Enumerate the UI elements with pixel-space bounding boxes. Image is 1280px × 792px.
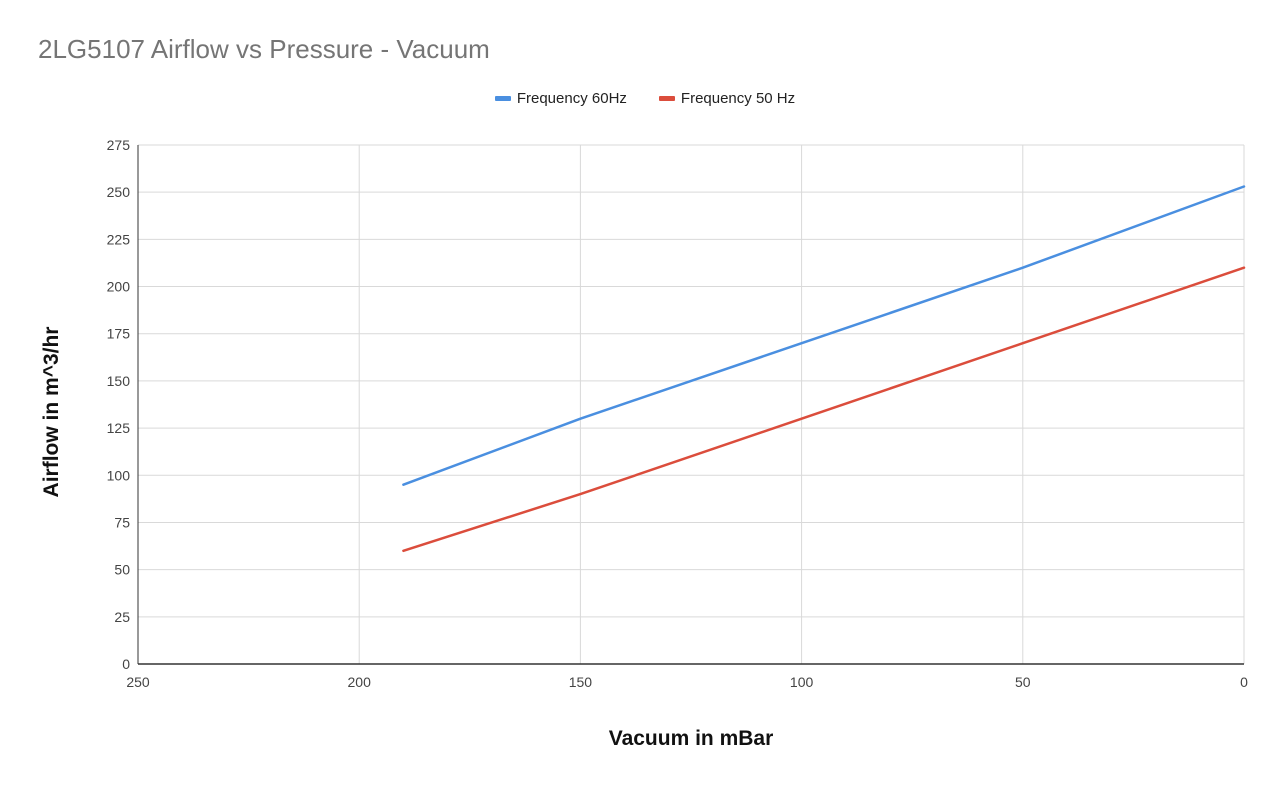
series-line-60hz [402, 185, 1246, 486]
x-tick-label: 250 [126, 674, 150, 690]
y-tick-label: 25 [114, 609, 130, 625]
x-tick-label: 0 [1240, 674, 1248, 690]
y-tick-label: 250 [107, 184, 131, 200]
y-tick-label: 225 [107, 231, 131, 247]
x-tick-label: 200 [348, 674, 372, 690]
x-tick-label: 100 [790, 674, 814, 690]
legend-label-60hz: Frequency 60Hz [516, 90, 627, 107]
x-tick-label: 50 [1015, 674, 1031, 690]
legend-swatch-50hz [658, 96, 675, 101]
chart-legend: Frequency 60Hz Frequency 50 Hz [0, 90, 1280, 107]
y-tick-label: 150 [107, 373, 131, 389]
y-tick-label: 50 [114, 562, 130, 578]
legend-item-50hz: Frequency 50 Hz [649, 90, 795, 107]
y-tick-label: 200 [107, 279, 131, 295]
y-tick-label: 275 [107, 137, 131, 153]
legend-label-50hz: Frequency 50 Hz [680, 90, 796, 107]
chart-title: 2LG5107 Airflow vs Pressure - Vacuum [38, 34, 490, 64]
y-tick-label: 0 [122, 656, 130, 672]
legend-swatch-60hz [494, 96, 511, 101]
x-axis-label: Vacuum in mBar [608, 727, 774, 750]
legend-item-60hz: Frequency 60Hz [485, 90, 627, 107]
y-tick-label: 75 [114, 514, 130, 530]
series-line-50hz [402, 266, 1246, 553]
y-tick-label: 125 [107, 420, 131, 436]
x-tick-label: 150 [569, 674, 593, 690]
y-tick-label: 175 [107, 326, 131, 342]
y-tick-label: 100 [107, 467, 131, 483]
